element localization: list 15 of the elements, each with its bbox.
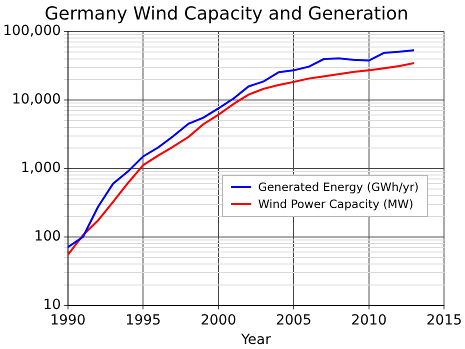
legend-label: Wind Power Capacity (MW) [258,196,414,213]
chart-title: Germany Wind Capacity and Generation [44,3,408,24]
legend-label: Generated Energy (GWh/yr) [258,178,419,196]
y-tick-label: 100,000 [2,23,61,40]
x-axis-title: Year [240,332,272,348]
y-tick-label: 1,000 [20,160,61,176]
x-tick-label: 1995 [125,312,161,328]
x-tick-label: 2000 [200,312,236,328]
x-tick-label: 1990 [50,312,86,328]
x-tick-label: 2010 [351,312,387,328]
y-tick-label: 100 [34,228,61,245]
x-tick-label: 2015 [426,312,462,328]
y-tick-label: 10 [43,297,61,314]
y-tick-label: 10,000 [12,92,61,108]
x-tick-label: 2005 [276,312,312,328]
